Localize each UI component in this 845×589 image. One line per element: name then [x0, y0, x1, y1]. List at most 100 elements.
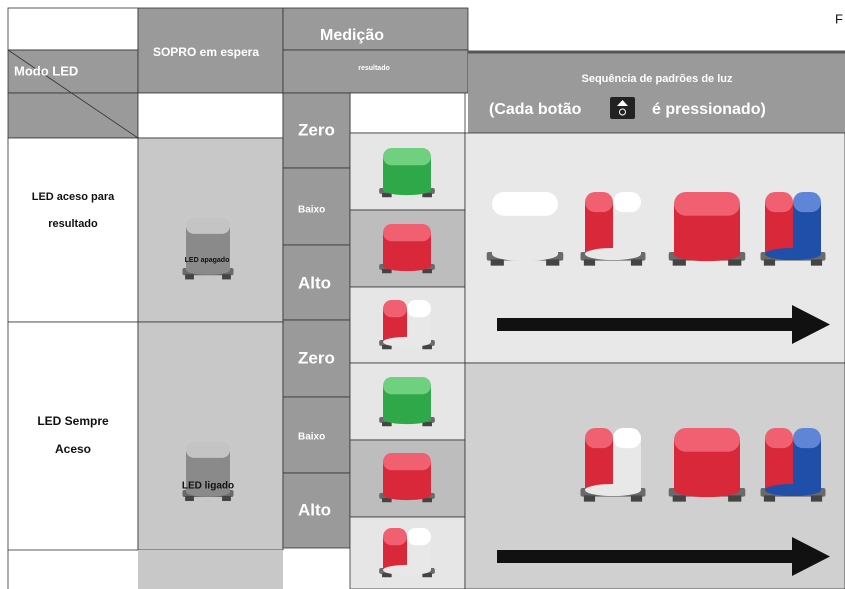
mode-line: LED Sempre [37, 414, 109, 428]
led-bottom [383, 564, 431, 576]
mode-line: resultado [48, 218, 98, 230]
led-body [674, 439, 740, 490]
led-top [383, 300, 407, 318]
led-tab [422, 498, 432, 503]
led-top [793, 192, 821, 213]
led-icon [580, 428, 646, 502]
led-top [383, 453, 431, 471]
led-top [765, 192, 793, 213]
led-tab [672, 495, 686, 502]
led-tab [630, 495, 643, 502]
led-bottom [383, 413, 431, 425]
led-icon [668, 428, 746, 502]
led-bottom [492, 246, 558, 262]
led-tab [422, 193, 432, 198]
measurement-header: Medição [320, 27, 384, 44]
level-label: Zero [298, 348, 335, 367]
led-tab [382, 422, 392, 427]
led-top [186, 218, 230, 234]
led-icon [668, 192, 746, 266]
led-body [186, 449, 230, 492]
led-icon [379, 377, 435, 427]
led-body [407, 536, 431, 570]
press-before: (Cada botão [489, 101, 582, 118]
led-bottom [383, 336, 431, 348]
led-tab [422, 269, 432, 274]
standby-header: SOPRO em espera [153, 45, 259, 59]
led-tab [728, 259, 742, 266]
led-tab [185, 496, 194, 501]
led-bottom [186, 487, 230, 497]
led-tab [810, 495, 823, 502]
led-tab [583, 495, 596, 502]
led-bottom [383, 184, 431, 196]
led-tab [672, 259, 686, 266]
mode-line: LED aceso para [32, 191, 115, 203]
led-body [585, 438, 613, 490]
led-icon [182, 218, 234, 280]
mode-label: Modo LED [14, 63, 78, 78]
led-bottom [585, 483, 641, 497]
led-top [383, 148, 431, 166]
led-top [613, 428, 641, 449]
led-bottom [585, 247, 641, 261]
led-top [585, 428, 613, 449]
led-body [383, 308, 407, 342]
led-body [674, 203, 740, 254]
led-top [186, 442, 230, 458]
led-icon [379, 224, 435, 274]
led-tab [810, 259, 823, 266]
led-icon [379, 300, 435, 350]
led-tab [382, 573, 392, 578]
led-tab [185, 274, 194, 280]
led-top [383, 224, 431, 242]
level-label: Baixo [298, 205, 325, 216]
result-header: resultado [358, 65, 390, 72]
led-bottom [383, 489, 431, 501]
led-top [407, 528, 431, 546]
led-icons [182, 148, 826, 578]
led-icon [760, 192, 826, 266]
led-tab [422, 345, 432, 350]
led-tab [763, 259, 776, 266]
led-icon [580, 192, 646, 266]
led-body [793, 202, 821, 254]
led-tab [546, 259, 560, 266]
led-top [793, 428, 821, 449]
led-body [613, 438, 641, 490]
led-bottom [383, 260, 431, 272]
led-tab [490, 259, 504, 266]
standby-label: LED ligado [182, 481, 234, 492]
led-bottom [674, 246, 740, 262]
led-icon [379, 148, 435, 198]
led-top [674, 192, 740, 216]
led-body [186, 225, 230, 270]
led-tab [763, 495, 776, 502]
led-tab [630, 259, 643, 266]
led-tab [222, 274, 231, 280]
standby-label: LED apagado [185, 257, 230, 264]
mode-line: Aceso [55, 442, 91, 456]
led-icon [760, 428, 826, 502]
led-tab [382, 345, 392, 350]
led-bottom [765, 247, 821, 261]
level-label: Baixo [298, 432, 325, 443]
led-icon [379, 528, 435, 578]
led-tab [422, 573, 432, 578]
led-top [585, 192, 613, 213]
led-body [585, 202, 613, 254]
led-body [765, 202, 793, 254]
led-tab [382, 269, 392, 274]
led-icon [379, 453, 435, 503]
led-bottom [186, 265, 230, 275]
led-tab [728, 495, 742, 502]
led-icon [182, 442, 234, 501]
led-top [383, 528, 407, 546]
led-bottom [765, 483, 821, 497]
led-bottom [674, 482, 740, 498]
led-top [765, 428, 793, 449]
led-tab [382, 498, 392, 503]
cut-text: F [835, 11, 843, 26]
level-label: Alto [298, 500, 331, 519]
